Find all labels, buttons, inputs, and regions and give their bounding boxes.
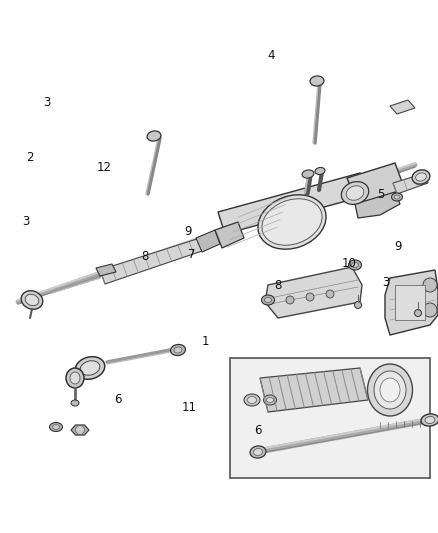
Ellipse shape: [265, 297, 272, 303]
Polygon shape: [71, 425, 89, 435]
Ellipse shape: [21, 290, 43, 309]
Polygon shape: [347, 163, 405, 205]
Bar: [230, 358, 430, 478]
Text: 3: 3: [23, 215, 30, 228]
Ellipse shape: [247, 397, 257, 403]
Ellipse shape: [380, 378, 400, 402]
Text: 8: 8: [142, 251, 149, 263]
Ellipse shape: [170, 344, 185, 356]
Ellipse shape: [349, 260, 361, 270]
Ellipse shape: [258, 195, 326, 249]
Ellipse shape: [70, 372, 80, 384]
Ellipse shape: [266, 398, 273, 402]
Circle shape: [354, 302, 361, 309]
Ellipse shape: [346, 185, 364, 200]
Text: 9: 9: [394, 240, 402, 253]
Ellipse shape: [75, 357, 105, 379]
Ellipse shape: [302, 170, 314, 178]
Ellipse shape: [374, 371, 406, 409]
Ellipse shape: [174, 347, 182, 353]
Text: 3: 3: [44, 96, 51, 109]
Text: 6: 6: [254, 424, 261, 437]
Circle shape: [414, 310, 421, 317]
Ellipse shape: [367, 364, 413, 416]
Text: 6: 6: [113, 393, 121, 406]
Ellipse shape: [250, 446, 266, 458]
Ellipse shape: [392, 193, 403, 201]
Text: 12: 12: [97, 161, 112, 174]
Polygon shape: [215, 222, 244, 248]
Polygon shape: [265, 267, 362, 318]
Circle shape: [423, 278, 437, 292]
Circle shape: [75, 425, 85, 434]
Ellipse shape: [412, 170, 430, 184]
Polygon shape: [100, 238, 205, 284]
Polygon shape: [355, 192, 400, 218]
Text: 11: 11: [182, 401, 197, 414]
Circle shape: [286, 296, 294, 304]
Text: 7: 7: [188, 248, 196, 261]
Ellipse shape: [53, 424, 60, 430]
Text: 1: 1: [202, 335, 210, 348]
Ellipse shape: [254, 448, 262, 456]
Ellipse shape: [341, 182, 369, 204]
Polygon shape: [393, 173, 428, 194]
Text: 2: 2: [26, 151, 34, 164]
Text: 4: 4: [268, 50, 276, 62]
Ellipse shape: [315, 167, 325, 174]
Ellipse shape: [425, 416, 435, 424]
Ellipse shape: [394, 195, 400, 199]
Polygon shape: [385, 270, 438, 335]
Text: 10: 10: [342, 257, 357, 270]
Ellipse shape: [310, 76, 324, 86]
Ellipse shape: [416, 173, 427, 181]
Text: 5: 5: [378, 188, 385, 201]
Polygon shape: [390, 100, 415, 114]
Text: 3: 3: [382, 276, 389, 289]
Ellipse shape: [264, 395, 276, 405]
Ellipse shape: [80, 361, 100, 375]
Bar: [395, 285, 425, 320]
Ellipse shape: [147, 131, 161, 141]
Ellipse shape: [352, 262, 358, 268]
Ellipse shape: [49, 423, 63, 432]
Polygon shape: [96, 264, 116, 276]
Circle shape: [326, 290, 334, 298]
Polygon shape: [260, 368, 368, 412]
Ellipse shape: [66, 368, 84, 388]
Ellipse shape: [262, 199, 322, 245]
Circle shape: [423, 303, 437, 317]
Text: 8: 8: [274, 279, 281, 292]
Ellipse shape: [25, 294, 39, 306]
Ellipse shape: [244, 394, 260, 406]
Ellipse shape: [71, 400, 79, 406]
Polygon shape: [218, 173, 368, 234]
Polygon shape: [196, 230, 220, 252]
Circle shape: [306, 293, 314, 301]
Ellipse shape: [261, 295, 275, 305]
Text: 9: 9: [184, 225, 192, 238]
Ellipse shape: [421, 414, 438, 426]
